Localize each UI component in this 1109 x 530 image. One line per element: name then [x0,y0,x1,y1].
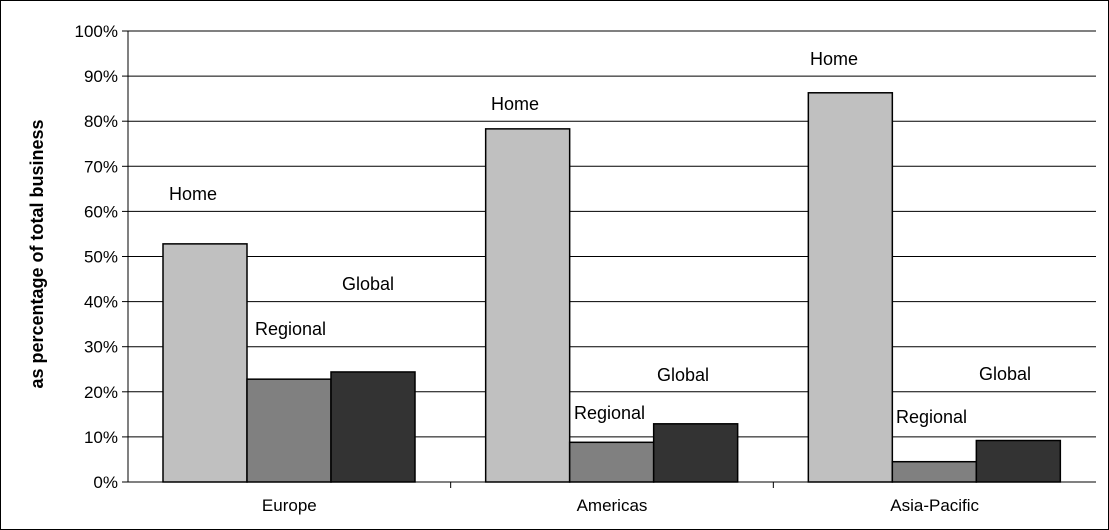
series-label-global: Global [979,364,1031,384]
bar-global-asia-pacific [975,439,1062,483]
series-label-home: Home [169,184,217,204]
y-tick-label: 80% [84,112,118,131]
series-label-global: Global [657,365,709,385]
series-label-home: Home [810,49,858,69]
y-tick-label: 30% [84,338,118,357]
x-category-label: Europe [262,496,317,515]
y-tick-label: 60% [84,202,118,221]
bar-regional-asia-pacific [891,460,978,483]
bar-regional-americas [568,441,655,483]
gridlines [128,30,1096,438]
y-tick-label: 90% [84,67,118,86]
y-tick-label: 40% [84,293,118,312]
series-label-regional: Regional [255,319,326,339]
series-label-regional: Regional [574,403,645,423]
labels: 0% 10% 20% 30% 40% 50% 60% 70% 80% 90% 100% Europe H… [75,22,1032,515]
bar-regional-europe [246,378,332,483]
x-category-label: Americas [577,496,648,515]
y-tick-label: 20% [84,383,118,402]
y-tick-label: 50% [84,248,118,267]
y-tick-label: 70% [84,157,118,176]
y-tick-label: 100% [75,22,118,41]
bar-home-europe [162,243,248,483]
series-label-global: Global [342,274,394,294]
bar-home-asia-pacific [807,92,894,483]
axes [122,30,1096,488]
y-tick-label: 0% [93,473,118,492]
series-label-regional: Regional [896,407,967,427]
bar-home-americas [484,128,571,483]
y-axis-title: as percentage of total business [27,119,47,388]
series-label-home: Home [491,94,539,114]
x-category-label: Asia-Pacific [890,496,979,515]
bar-global-europe [330,371,416,483]
bar-global-americas [652,423,739,483]
y-tick-label: 10% [84,428,118,447]
